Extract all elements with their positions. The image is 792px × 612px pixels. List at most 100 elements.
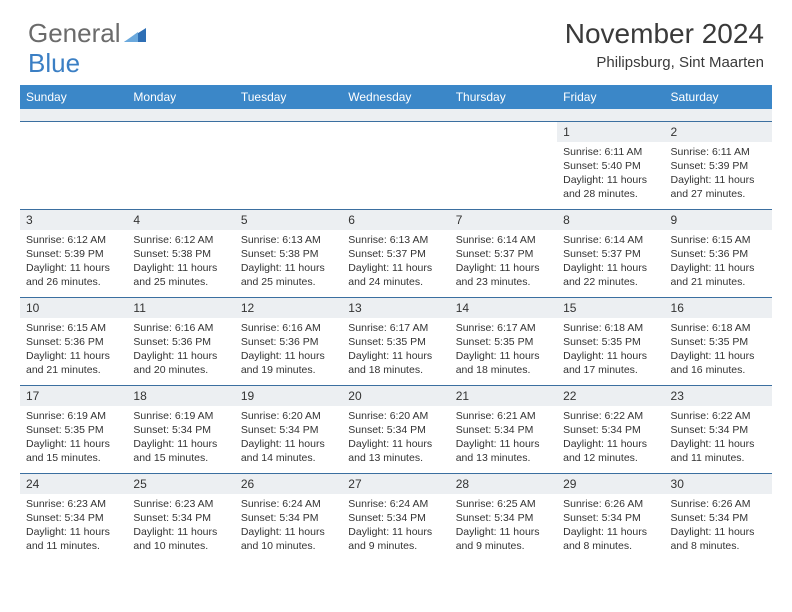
day-detail-line: and 24 minutes. — [348, 275, 443, 289]
day-detail-line: and 23 minutes. — [456, 275, 551, 289]
weekday-header: Monday — [127, 85, 234, 109]
day-detail-line: Sunrise: 6:20 AM — [241, 409, 336, 423]
calendar-day-cell — [342, 121, 449, 209]
day-number: 17 — [20, 386, 127, 406]
day-detail-line: Daylight: 11 hours — [563, 525, 658, 539]
calendar-day-cell — [235, 121, 342, 209]
day-number: 12 — [235, 298, 342, 318]
day-detail-line: and 25 minutes. — [133, 275, 228, 289]
calendar-week-row: 1Sunrise: 6:11 AMSunset: 5:40 PMDaylight… — [20, 121, 772, 209]
calendar-day-cell: 20Sunrise: 6:20 AMSunset: 5:34 PMDayligh… — [342, 385, 449, 473]
day-details: Sunrise: 6:19 AMSunset: 5:35 PMDaylight:… — [20, 406, 127, 470]
day-details: Sunrise: 6:13 AMSunset: 5:38 PMDaylight:… — [235, 230, 342, 294]
day-detail-line: and 12 minutes. — [563, 451, 658, 465]
day-details: Sunrise: 6:17 AMSunset: 5:35 PMDaylight:… — [450, 318, 557, 382]
day-detail-line: Sunrise: 6:18 AM — [563, 321, 658, 335]
day-detail-line: Daylight: 11 hours — [671, 173, 766, 187]
calendar-week-row: 10Sunrise: 6:15 AMSunset: 5:36 PMDayligh… — [20, 297, 772, 385]
day-detail-line: Sunrise: 6:12 AM — [133, 233, 228, 247]
day-details: Sunrise: 6:26 AMSunset: 5:34 PMDaylight:… — [665, 494, 772, 558]
weekday-header: Saturday — [665, 85, 772, 109]
day-detail-line: Daylight: 11 hours — [133, 349, 228, 363]
day-details: Sunrise: 6:25 AMSunset: 5:34 PMDaylight:… — [450, 494, 557, 558]
day-detail-line: Sunrise: 6:19 AM — [26, 409, 121, 423]
calendar-day-cell: 27Sunrise: 6:24 AMSunset: 5:34 PMDayligh… — [342, 473, 449, 561]
day-detail-line: Daylight: 11 hours — [26, 261, 121, 275]
day-detail-line: Sunrise: 6:26 AM — [563, 497, 658, 511]
day-detail-line: Sunrise: 6:18 AM — [671, 321, 766, 335]
day-detail-line: Daylight: 11 hours — [26, 437, 121, 451]
calendar-day-cell: 11Sunrise: 6:16 AMSunset: 5:36 PMDayligh… — [127, 297, 234, 385]
calendar-day-cell: 6Sunrise: 6:13 AMSunset: 5:37 PMDaylight… — [342, 209, 449, 297]
calendar-day-cell: 22Sunrise: 6:22 AMSunset: 5:34 PMDayligh… — [557, 385, 664, 473]
day-detail-line: Sunrise: 6:26 AM — [671, 497, 766, 511]
day-detail-line: Sunset: 5:37 PM — [348, 247, 443, 261]
calendar-day-cell: 13Sunrise: 6:17 AMSunset: 5:35 PMDayligh… — [342, 297, 449, 385]
day-detail-line: Daylight: 11 hours — [133, 437, 228, 451]
day-detail-line: Sunset: 5:34 PM — [348, 423, 443, 437]
calendar-day-cell: 7Sunrise: 6:14 AMSunset: 5:37 PMDaylight… — [450, 209, 557, 297]
day-detail-line: Daylight: 11 hours — [563, 349, 658, 363]
day-detail-line: Sunrise: 6:17 AM — [456, 321, 551, 335]
day-detail-line: Daylight: 11 hours — [671, 349, 766, 363]
day-detail-line: Sunrise: 6:23 AM — [133, 497, 228, 511]
day-detail-line: Sunrise: 6:13 AM — [348, 233, 443, 247]
weekday-header: Wednesday — [342, 85, 449, 109]
day-detail-line: Daylight: 11 hours — [26, 349, 121, 363]
day-details: Sunrise: 6:17 AMSunset: 5:35 PMDaylight:… — [342, 318, 449, 382]
day-details: Sunrise: 6:23 AMSunset: 5:34 PMDaylight:… — [20, 494, 127, 558]
day-detail-line: Daylight: 11 hours — [348, 261, 443, 275]
day-details: Sunrise: 6:18 AMSunset: 5:35 PMDaylight:… — [557, 318, 664, 382]
calendar-day-cell: 24Sunrise: 6:23 AMSunset: 5:34 PMDayligh… — [20, 473, 127, 561]
day-detail-line: Sunset: 5:37 PM — [456, 247, 551, 261]
day-detail-line: and 10 minutes. — [133, 539, 228, 553]
day-detail-line: Sunrise: 6:21 AM — [456, 409, 551, 423]
day-number: 22 — [557, 386, 664, 406]
day-number: 19 — [235, 386, 342, 406]
day-number: 30 — [665, 474, 772, 494]
day-detail-line: and 11 minutes. — [26, 539, 121, 553]
calendar-week-row: 17Sunrise: 6:19 AMSunset: 5:35 PMDayligh… — [20, 385, 772, 473]
day-number: 5 — [235, 210, 342, 230]
day-details: Sunrise: 6:14 AMSunset: 5:37 PMDaylight:… — [557, 230, 664, 294]
calendar-day-cell: 17Sunrise: 6:19 AMSunset: 5:35 PMDayligh… — [20, 385, 127, 473]
logo-word-1: General — [28, 18, 121, 49]
day-detail-line: Sunset: 5:34 PM — [133, 511, 228, 525]
day-details: Sunrise: 6:23 AMSunset: 5:34 PMDaylight:… — [127, 494, 234, 558]
day-detail-line: and 16 minutes. — [671, 363, 766, 377]
day-detail-line: Sunset: 5:36 PM — [241, 335, 336, 349]
day-details: Sunrise: 6:15 AMSunset: 5:36 PMDaylight:… — [20, 318, 127, 382]
day-detail-line: Daylight: 11 hours — [563, 437, 658, 451]
day-detail-line: and 19 minutes. — [241, 363, 336, 377]
day-detail-line: and 15 minutes. — [26, 451, 121, 465]
day-detail-line: and 14 minutes. — [241, 451, 336, 465]
day-detail-line: Sunrise: 6:16 AM — [241, 321, 336, 335]
day-detail-line: Sunset: 5:35 PM — [456, 335, 551, 349]
day-detail-line: Daylight: 11 hours — [563, 173, 658, 187]
day-detail-line: Sunrise: 6:15 AM — [671, 233, 766, 247]
day-detail-line: Daylight: 11 hours — [456, 261, 551, 275]
day-detail-line: Sunrise: 6:13 AM — [241, 233, 336, 247]
calendar-day-cell: 29Sunrise: 6:26 AMSunset: 5:34 PMDayligh… — [557, 473, 664, 561]
calendar-day-cell: 5Sunrise: 6:13 AMSunset: 5:38 PMDaylight… — [235, 209, 342, 297]
day-detail-line: Sunset: 5:35 PM — [563, 335, 658, 349]
day-details: Sunrise: 6:11 AMSunset: 5:40 PMDaylight:… — [557, 142, 664, 206]
day-detail-line: Sunset: 5:34 PM — [456, 423, 551, 437]
day-details: Sunrise: 6:13 AMSunset: 5:37 PMDaylight:… — [342, 230, 449, 294]
day-detail-line: Sunset: 5:34 PM — [456, 511, 551, 525]
day-details: Sunrise: 6:16 AMSunset: 5:36 PMDaylight:… — [235, 318, 342, 382]
day-detail-line: Sunrise: 6:16 AM — [133, 321, 228, 335]
day-detail-line: Sunset: 5:34 PM — [563, 511, 658, 525]
day-detail-line: Sunrise: 6:12 AM — [26, 233, 121, 247]
day-detail-line: and 28 minutes. — [563, 187, 658, 201]
calendar-day-cell: 18Sunrise: 6:19 AMSunset: 5:34 PMDayligh… — [127, 385, 234, 473]
day-detail-line: Sunrise: 6:24 AM — [241, 497, 336, 511]
day-detail-line: Sunset: 5:35 PM — [348, 335, 443, 349]
day-detail-line: Sunrise: 6:20 AM — [348, 409, 443, 423]
location-subtitle: Philipsburg, Sint Maarten — [565, 54, 764, 71]
day-detail-line: Sunset: 5:35 PM — [26, 423, 121, 437]
calendar-day-cell: 23Sunrise: 6:22 AMSunset: 5:34 PMDayligh… — [665, 385, 772, 473]
calendar-day-cell — [20, 121, 127, 209]
weekday-header-row: Sunday Monday Tuesday Wednesday Thursday… — [20, 85, 772, 109]
weekday-header: Tuesday — [235, 85, 342, 109]
